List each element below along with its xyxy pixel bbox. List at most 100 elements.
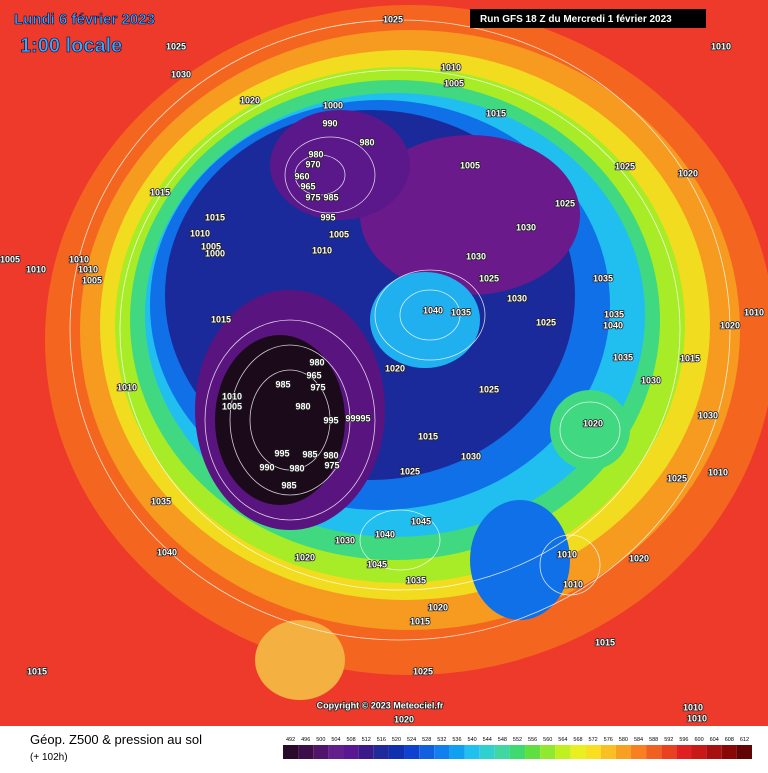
pressure-label: 1000 xyxy=(205,248,225,258)
pressure-label: 1030 xyxy=(698,410,718,420)
isobars xyxy=(69,19,731,641)
colorbar-swatch xyxy=(615,745,631,759)
colorbar-label: 500 xyxy=(316,737,325,743)
colorbar-label: 576 xyxy=(604,737,613,743)
pressure-label: 980 xyxy=(295,401,310,411)
pressure-label: 1025 xyxy=(400,466,420,476)
colorbar-label: 504 xyxy=(331,737,340,743)
colorbar-swatch xyxy=(298,745,314,759)
pressure-label: 1010 xyxy=(708,467,728,477)
colorbar-swatch xyxy=(494,745,510,759)
pressure-label: 965 xyxy=(300,181,315,191)
time: 1:00 locale xyxy=(20,35,122,57)
pressure-label: 1040 xyxy=(157,547,177,557)
colorbar: 492 496 500 504 508 512 516 520 524 528 532 536 540 5… xyxy=(283,737,752,759)
colorbar-swatch xyxy=(570,745,586,759)
field xyxy=(255,620,345,700)
colorbar-label: 572 xyxy=(589,737,598,743)
colorbar-label: 556 xyxy=(528,737,537,743)
pressure-label: 1045 xyxy=(367,559,387,569)
pressure-label: 990 xyxy=(259,462,274,472)
pressure-label: 1010 xyxy=(744,307,764,317)
pressure-label: 1025 xyxy=(166,41,186,51)
pressure-label: 1010 xyxy=(69,254,89,264)
pressure-label: 1035 xyxy=(406,575,426,585)
colorbar-label: 608 xyxy=(725,737,734,743)
pressure-label: 1040 xyxy=(603,320,623,330)
pressure-label: 1030 xyxy=(171,69,191,79)
colorbar-swatch xyxy=(706,745,722,759)
pressure-label: 1015 xyxy=(486,108,506,118)
pressure-label: 980 xyxy=(308,149,323,159)
colorbar-label: 560 xyxy=(543,737,552,743)
colorbar-swatch xyxy=(736,745,752,759)
colorbar-swatch xyxy=(630,745,647,759)
colorbar-label: 524 xyxy=(407,737,416,743)
colorbar-swatch xyxy=(661,745,677,759)
pressure-label: 1020 xyxy=(295,552,315,562)
colorbar-swatch xyxy=(600,745,616,759)
pressure-label: 1010 xyxy=(711,41,731,51)
colorbar-swatch xyxy=(358,745,374,759)
pressure-label: 1005 xyxy=(201,241,221,251)
colorbar-label: 580 xyxy=(619,737,628,743)
pressure-label: 965 xyxy=(306,370,321,380)
field xyxy=(215,335,345,505)
pressure-label: 1045 xyxy=(411,516,431,526)
pressure-label: 1020 xyxy=(678,168,698,178)
pressure-label: 1025 xyxy=(413,666,433,676)
pressure-label: 1015 xyxy=(680,353,700,363)
footer-title: Géop. Z500 & pression au sol xyxy=(30,732,202,747)
pressure-label: 1030 xyxy=(641,375,661,385)
pressure-label: 1015 xyxy=(211,314,231,324)
pressure-label: 1010 xyxy=(687,713,707,723)
run-box xyxy=(470,9,706,28)
colorbar-swatch xyxy=(373,745,389,759)
pressure-label: 1030 xyxy=(461,451,481,461)
pressure-label: 1020 xyxy=(428,602,448,612)
pressure-label: 1025 xyxy=(667,473,687,483)
pressure-label: 1030 xyxy=(507,293,527,303)
colorbar-swatch xyxy=(721,745,737,759)
pressure-label: 1005 xyxy=(460,160,480,170)
pressure-label: 1020 xyxy=(240,95,260,105)
colorbar-label: 532 xyxy=(437,737,446,743)
copyright: Copyright © 2023 Meteociel.fr xyxy=(317,700,444,710)
field xyxy=(270,110,410,220)
pressure-label: 1005 xyxy=(82,275,102,285)
pressure-label: 995 xyxy=(323,415,338,425)
colorbar-swatch xyxy=(479,745,495,759)
colorbar-label: 584 xyxy=(634,737,643,743)
colorbar-label: 544 xyxy=(483,737,492,743)
colorbar-swatch xyxy=(313,745,329,759)
pressure-label: 1020 xyxy=(394,714,414,724)
pressure-label: 985 xyxy=(323,192,338,202)
pressure-label: 1040 xyxy=(423,305,443,315)
colorbar-swatch xyxy=(328,745,344,759)
pressure-label: 980 xyxy=(323,450,338,460)
pressure-label: 1040 xyxy=(375,529,395,539)
pressure-label: 1025 xyxy=(479,273,499,283)
colorbar-label: 552 xyxy=(513,737,522,743)
pressure-label: 1035 xyxy=(451,307,471,317)
pressure-label: 1015 xyxy=(205,212,225,222)
pressure-label: 99995 xyxy=(345,413,370,423)
colorbar-label: 564 xyxy=(558,737,567,743)
field xyxy=(550,390,630,470)
colorbar-label: 596 xyxy=(679,737,688,743)
colorbar-swatch xyxy=(540,745,556,759)
pressure-label: 1020 xyxy=(583,418,603,428)
pressure-label: 1005 xyxy=(222,401,242,411)
pressure-label: 990 xyxy=(322,118,337,128)
pressure-label: 1000 xyxy=(323,100,343,110)
colorbar-swatch xyxy=(283,745,299,759)
pressure-label: 1025 xyxy=(615,161,635,171)
colorbar-swatch xyxy=(676,745,692,759)
footer-subtitle: (+ 102h) xyxy=(30,752,68,763)
pressure-label: 1030 xyxy=(335,535,355,545)
pressure-label: 975 xyxy=(310,382,325,392)
pressure-label: 1010 xyxy=(26,264,46,274)
pressure-label: 1005 xyxy=(0,254,20,264)
colorbar-label: 592 xyxy=(664,737,673,743)
